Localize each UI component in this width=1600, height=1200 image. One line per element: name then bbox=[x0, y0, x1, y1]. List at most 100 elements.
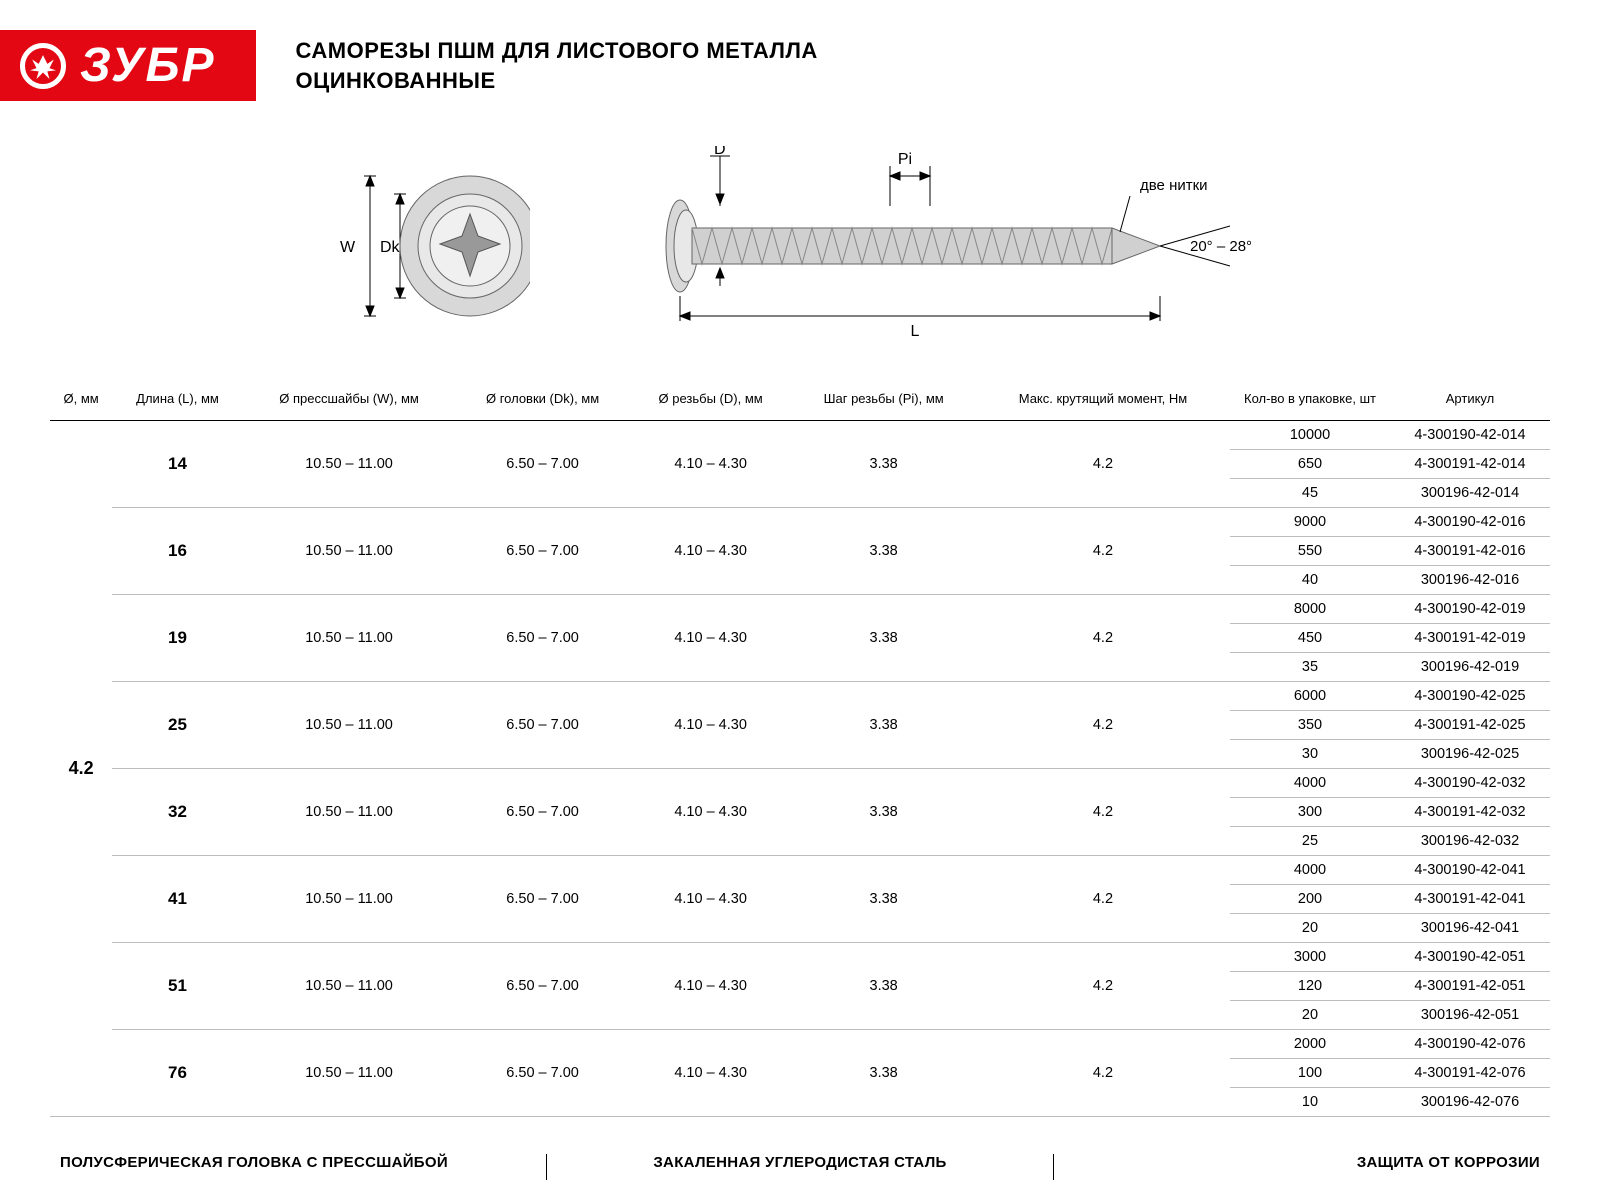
cell-article: 4-300190-42-032 bbox=[1390, 769, 1550, 798]
cell-qty: 10 bbox=[1230, 1088, 1390, 1117]
page-title: САМОРЕЗЫ ПШМ ДЛЯ ЛИСТОВОГО МЕТАЛЛА ОЦИНК… bbox=[296, 30, 818, 95]
cell-length: 32 bbox=[112, 769, 243, 856]
cell-thread: 4.10 – 4.30 bbox=[630, 856, 792, 943]
cell-head: 6.50 – 7.00 bbox=[455, 682, 630, 769]
cell-article: 4-300190-42-019 bbox=[1390, 595, 1550, 624]
cell-article: 300196-42-076 bbox=[1390, 1088, 1550, 1117]
cell-torque: 4.2 bbox=[976, 595, 1230, 682]
cell-length: 76 bbox=[112, 1030, 243, 1117]
table-body: 4.21410.50 – 11.006.50 – 7.004.10 – 4.30… bbox=[50, 421, 1550, 1117]
col-pitch: Шаг резьбы (Pi), мм bbox=[791, 381, 976, 421]
table-row: 2510.50 – 11.006.50 – 7.004.10 – 4.303.3… bbox=[50, 682, 1550, 711]
divider bbox=[1053, 1154, 1054, 1180]
label-threads: две нитки bbox=[1140, 177, 1208, 194]
spec-table: Ø, мм Длина (L), мм Ø прессшайбы (W), мм… bbox=[50, 381, 1550, 1117]
title-line-1: САМОРЕЗЫ ПШМ ДЛЯ ЛИСТОВОГО МЕТАЛЛА bbox=[296, 36, 818, 66]
cell-qty: 4000 bbox=[1230, 769, 1390, 798]
cell-article: 300196-42-051 bbox=[1390, 1001, 1550, 1030]
cell-press-washer: 10.50 – 11.00 bbox=[243, 769, 456, 856]
cell-article: 4-300191-42-051 bbox=[1390, 972, 1550, 1001]
label-d: D bbox=[714, 146, 726, 158]
cell-qty: 200 bbox=[1230, 885, 1390, 914]
cell-pitch: 3.38 bbox=[791, 421, 976, 508]
cell-article: 4-300190-42-025 bbox=[1390, 682, 1550, 711]
feature-3: ЗАЩИТА ОТ КОРРОЗИИ bbox=[1074, 1154, 1540, 1180]
cell-qty: 45 bbox=[1230, 479, 1390, 508]
feature-2: ЗАКАЛЕННАЯ УГЛЕРОДИСТАЯ СТАЛЬ bbox=[567, 1154, 1033, 1180]
cell-qty: 20 bbox=[1230, 1001, 1390, 1030]
cell-length: 14 bbox=[112, 421, 243, 508]
cell-diameter: 4.2 bbox=[50, 421, 112, 1117]
cell-pitch: 3.38 bbox=[791, 856, 976, 943]
label-l: L bbox=[911, 323, 920, 340]
cell-qty: 35 bbox=[1230, 653, 1390, 682]
table-row: 1610.50 – 11.006.50 – 7.004.10 – 4.303.3… bbox=[50, 508, 1550, 537]
cell-press-washer: 10.50 – 11.00 bbox=[243, 856, 456, 943]
cell-qty: 350 bbox=[1230, 711, 1390, 740]
cell-thread: 4.10 – 4.30 bbox=[630, 1030, 792, 1117]
cell-pitch: 3.38 bbox=[791, 595, 976, 682]
col-article: Артикул bbox=[1390, 381, 1550, 421]
cell-head: 6.50 – 7.00 bbox=[455, 769, 630, 856]
cell-article: 300196-42-041 bbox=[1390, 914, 1550, 943]
label-dk: Dk bbox=[380, 239, 401, 256]
cell-article: 4-300191-42-016 bbox=[1390, 537, 1550, 566]
cell-length: 41 bbox=[112, 856, 243, 943]
cell-article: 300196-42-016 bbox=[1390, 566, 1550, 595]
cell-article: 4-300191-42-032 bbox=[1390, 798, 1550, 827]
table-row: 4.21410.50 – 11.006.50 – 7.004.10 – 4.30… bbox=[50, 421, 1550, 450]
col-length: Длина (L), мм bbox=[112, 381, 243, 421]
technical-diagram: W Dk bbox=[0, 121, 1600, 381]
cell-pitch: 3.38 bbox=[791, 769, 976, 856]
label-angle: 20° – 28° bbox=[1190, 238, 1252, 255]
cell-torque: 4.2 bbox=[976, 943, 1230, 1030]
cell-thread: 4.10 – 4.30 bbox=[630, 769, 792, 856]
cell-press-washer: 10.50 – 11.00 bbox=[243, 1030, 456, 1117]
cell-press-washer: 10.50 – 11.00 bbox=[243, 595, 456, 682]
divider bbox=[546, 1154, 547, 1180]
cell-article: 300196-42-032 bbox=[1390, 827, 1550, 856]
cell-torque: 4.2 bbox=[976, 856, 1230, 943]
cell-torque: 4.2 bbox=[976, 508, 1230, 595]
footer-features: ПОЛУСФЕРИЧЕСКАЯ ГОЛОВКА С ПРЕССШАЙБОЙ ЗА… bbox=[0, 1154, 1600, 1180]
spec-table-wrap: Ø, мм Длина (L), мм Ø прессшайбы (W), мм… bbox=[0, 381, 1600, 1117]
cell-article: 4-300191-42-025 bbox=[1390, 711, 1550, 740]
cell-length: 19 bbox=[112, 595, 243, 682]
logo-icon bbox=[20, 43, 66, 89]
cell-pitch: 3.38 bbox=[791, 682, 976, 769]
table-row: 7610.50 – 11.006.50 – 7.004.10 – 4.303.3… bbox=[50, 1030, 1550, 1059]
cell-qty: 9000 bbox=[1230, 508, 1390, 537]
cell-article: 4-300191-42-041 bbox=[1390, 885, 1550, 914]
cell-qty: 650 bbox=[1230, 450, 1390, 479]
cell-thread: 4.10 – 4.30 bbox=[630, 508, 792, 595]
screw-side-diagram: D Pi две нитки 20° – 28° L bbox=[630, 146, 1270, 346]
cell-length: 25 bbox=[112, 682, 243, 769]
brand-name: ЗУБР bbox=[80, 38, 216, 93]
col-press-washer: Ø прессшайбы (W), мм bbox=[243, 381, 456, 421]
cell-qty: 120 bbox=[1230, 972, 1390, 1001]
col-diameter: Ø, мм bbox=[50, 381, 112, 421]
cell-head: 6.50 – 7.00 bbox=[455, 1030, 630, 1117]
cell-torque: 4.2 bbox=[976, 682, 1230, 769]
brand-logo: ЗУБР bbox=[0, 30, 256, 101]
cell-press-washer: 10.50 – 11.00 bbox=[243, 943, 456, 1030]
cell-qty: 300 bbox=[1230, 798, 1390, 827]
cell-qty: 2000 bbox=[1230, 1030, 1390, 1059]
cell-head: 6.50 – 7.00 bbox=[455, 943, 630, 1030]
cell-article: 4-300191-42-019 bbox=[1390, 624, 1550, 653]
col-thread: Ø резьбы (D), мм bbox=[630, 381, 792, 421]
cell-qty: 3000 bbox=[1230, 943, 1390, 972]
cell-pitch: 3.38 bbox=[791, 508, 976, 595]
cell-article: 300196-42-014 bbox=[1390, 479, 1550, 508]
table-row: 5110.50 – 11.006.50 – 7.004.10 – 4.303.3… bbox=[50, 943, 1550, 972]
cell-qty: 10000 bbox=[1230, 421, 1390, 450]
cell-head: 6.50 – 7.00 bbox=[455, 421, 630, 508]
cell-qty: 100 bbox=[1230, 1059, 1390, 1088]
cell-article: 4-300190-42-041 bbox=[1390, 856, 1550, 885]
cell-article: 300196-42-025 bbox=[1390, 740, 1550, 769]
cell-qty: 6000 bbox=[1230, 682, 1390, 711]
cell-article: 4-300191-42-076 bbox=[1390, 1059, 1550, 1088]
cell-qty: 30 bbox=[1230, 740, 1390, 769]
cell-torque: 4.2 bbox=[976, 769, 1230, 856]
cell-torque: 4.2 bbox=[976, 1030, 1230, 1117]
